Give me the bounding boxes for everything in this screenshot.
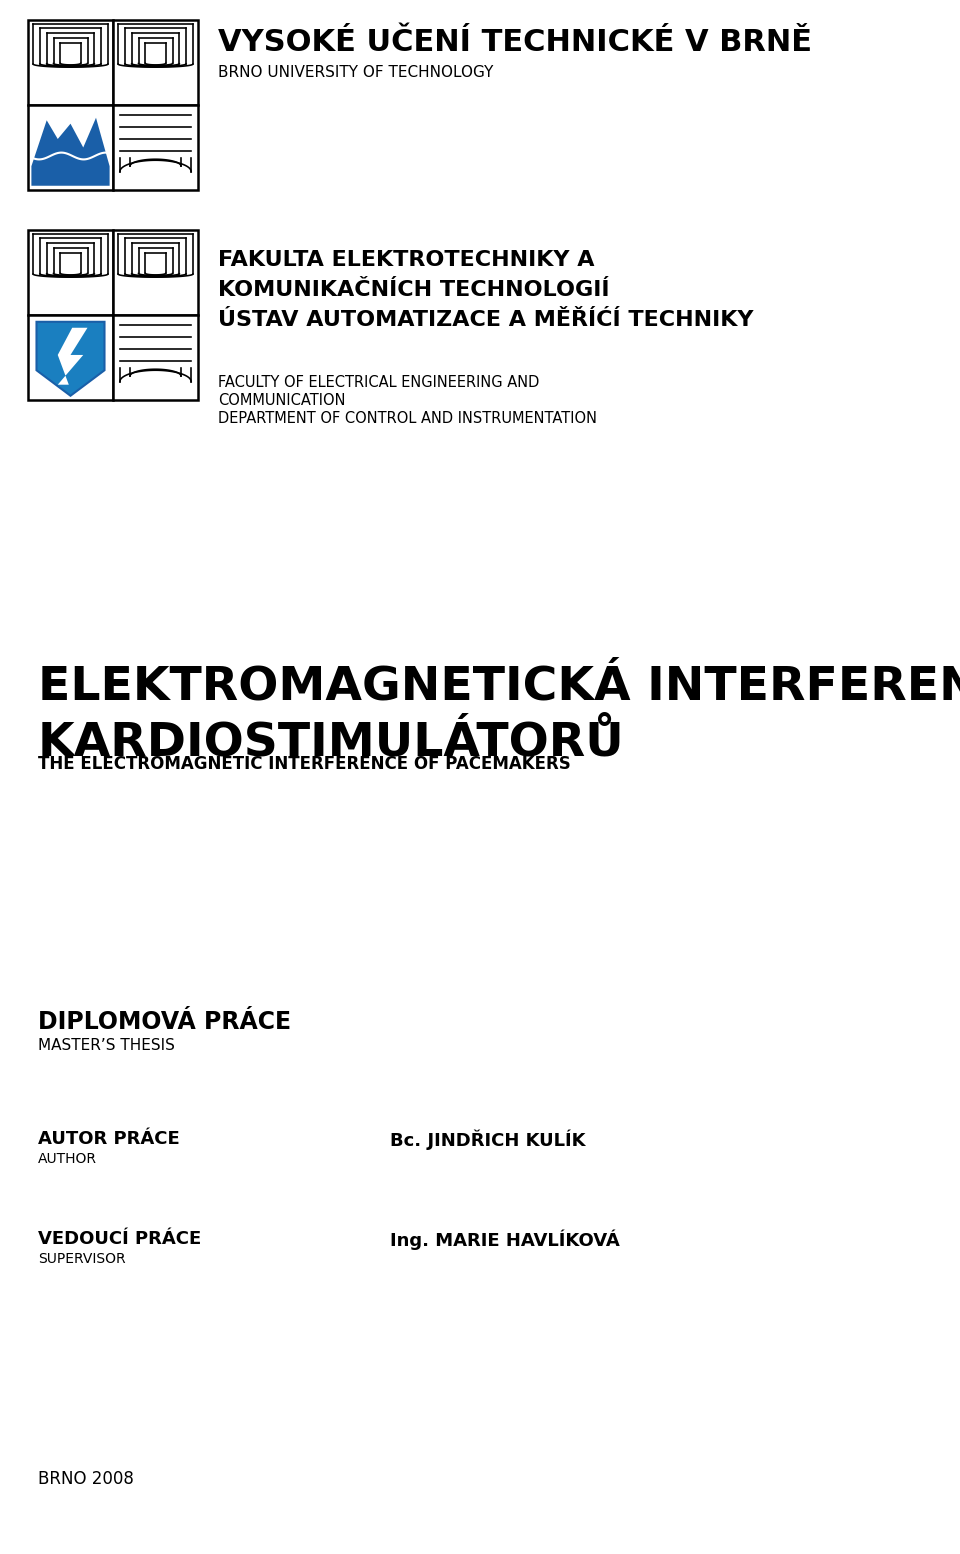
Text: SUPERVISOR: SUPERVISOR [38,1253,126,1267]
Text: DEPARTMENT OF CONTROL AND INSTRUMENTATION: DEPARTMENT OF CONTROL AND INSTRUMENTATIO… [218,410,597,426]
Polygon shape [58,328,87,385]
Text: THE ELECTROMAGNETIC INTERFERENCE OF PACEMAKERS: THE ELECTROMAGNETIC INTERFERENCE OF PACE… [38,755,571,772]
Bar [28,315,113,399]
Text: MASTER’S THESIS: MASTER’S THESIS [38,1038,175,1054]
Text: AUTHOR: AUTHOR [38,1152,97,1166]
Text: ÚSTAV AUTOMATIZACE A MĚŘÍĆÍ TECHNIKY: ÚSTAV AUTOMATIZACE A MĚŘÍĆÍ TECHNIKY [218,309,754,329]
Bar [28,20,113,106]
Bar [113,106,198,190]
Text: VYSOKÉ UČENÍ TECHNICKÉ V BRNĚ: VYSOKÉ UČENÍ TECHNICKÉ V BRNĚ [218,28,812,57]
Polygon shape [36,322,105,396]
Text: FACULTY OF ELECTRICAL ENGINEERING AND: FACULTY OF ELECTRICAL ENGINEERING AND [218,375,540,390]
Bar [28,230,113,315]
Text: KARDIOSTIMULÁTORŮ: KARDIOSTIMULÁTORŮ [38,720,625,765]
Polygon shape [32,118,109,186]
Text: COMMUNICATION: COMMUNICATION [218,393,346,409]
Text: BRNO 2008: BRNO 2008 [38,1470,133,1489]
Text: DIPLOMOVÁ PRÁCE: DIPLOMOVÁ PRÁCE [38,1010,291,1033]
Text: Ing. MARIE HAVLÍKOVÁ: Ing. MARIE HAVLÍKOVÁ [390,1231,620,1251]
Text: BRNO UNIVERSITY OF TECHNOLOGY: BRNO UNIVERSITY OF TECHNOLOGY [218,65,493,79]
Text: FAKULTA ELEKTROTECHNIKY A: FAKULTA ELEKTROTECHNIKY A [218,250,594,270]
Bar [113,315,198,399]
Text: AUTOR PRÁCE: AUTOR PRÁCE [38,1130,180,1148]
Bar [113,230,198,315]
Text: KOMUNIKAČNÍCH TECHNOLOGIÍ: KOMUNIKAČNÍCH TECHNOLOGIÍ [218,280,610,300]
Bar [28,106,113,190]
Text: Bc. JINDŘICH KULÍK: Bc. JINDŘICH KULÍK [390,1130,586,1150]
Text: VEDOUCÍ PRÁCE: VEDOUCÍ PRÁCE [38,1231,202,1248]
Bar [113,20,198,106]
Text: ELEKTROMAGNETICKÁ INTERFERENCE: ELEKTROMAGNETICKÁ INTERFERENCE [38,665,960,710]
